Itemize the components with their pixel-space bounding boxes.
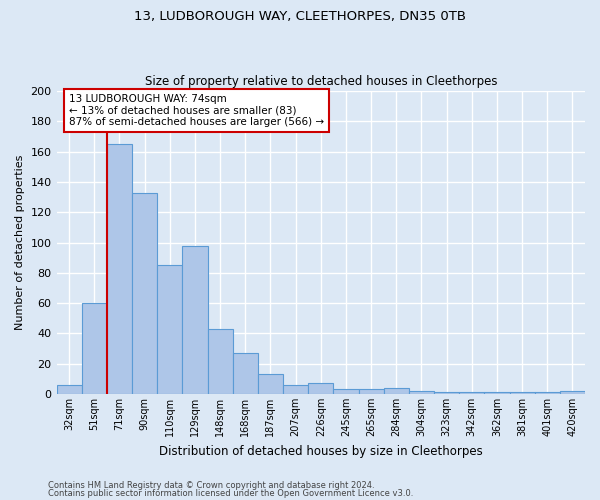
Text: Contains public sector information licensed under the Open Government Licence v3: Contains public sector information licen… <box>48 488 413 498</box>
Title: Size of property relative to detached houses in Cleethorpes: Size of property relative to detached ho… <box>145 76 497 88</box>
Bar <box>383 388 409 394</box>
Bar <box>182 246 208 394</box>
Bar <box>107 144 132 394</box>
Bar <box>409 391 434 394</box>
Bar <box>459 392 484 394</box>
Bar <box>157 266 182 394</box>
Y-axis label: Number of detached properties: Number of detached properties <box>15 155 25 330</box>
Bar <box>208 329 233 394</box>
Bar <box>509 392 535 394</box>
Bar <box>233 353 258 394</box>
Text: 13 LUDBOROUGH WAY: 74sqm
← 13% of detached houses are smaller (83)
87% of semi-d: 13 LUDBOROUGH WAY: 74sqm ← 13% of detach… <box>69 94 324 128</box>
Text: 13, LUDBOROUGH WAY, CLEETHORPES, DN35 0TB: 13, LUDBOROUGH WAY, CLEETHORPES, DN35 0T… <box>134 10 466 23</box>
Bar <box>132 192 157 394</box>
Bar <box>308 384 334 394</box>
Bar <box>434 392 459 394</box>
Bar <box>258 374 283 394</box>
Bar <box>359 390 383 394</box>
Bar <box>334 390 359 394</box>
Bar <box>535 392 560 394</box>
Bar <box>283 385 308 394</box>
Text: Contains HM Land Registry data © Crown copyright and database right 2024.: Contains HM Land Registry data © Crown c… <box>48 481 374 490</box>
Bar <box>560 391 585 394</box>
Bar <box>484 392 509 394</box>
Bar <box>56 385 82 394</box>
X-axis label: Distribution of detached houses by size in Cleethorpes: Distribution of detached houses by size … <box>159 444 482 458</box>
Bar <box>82 303 107 394</box>
